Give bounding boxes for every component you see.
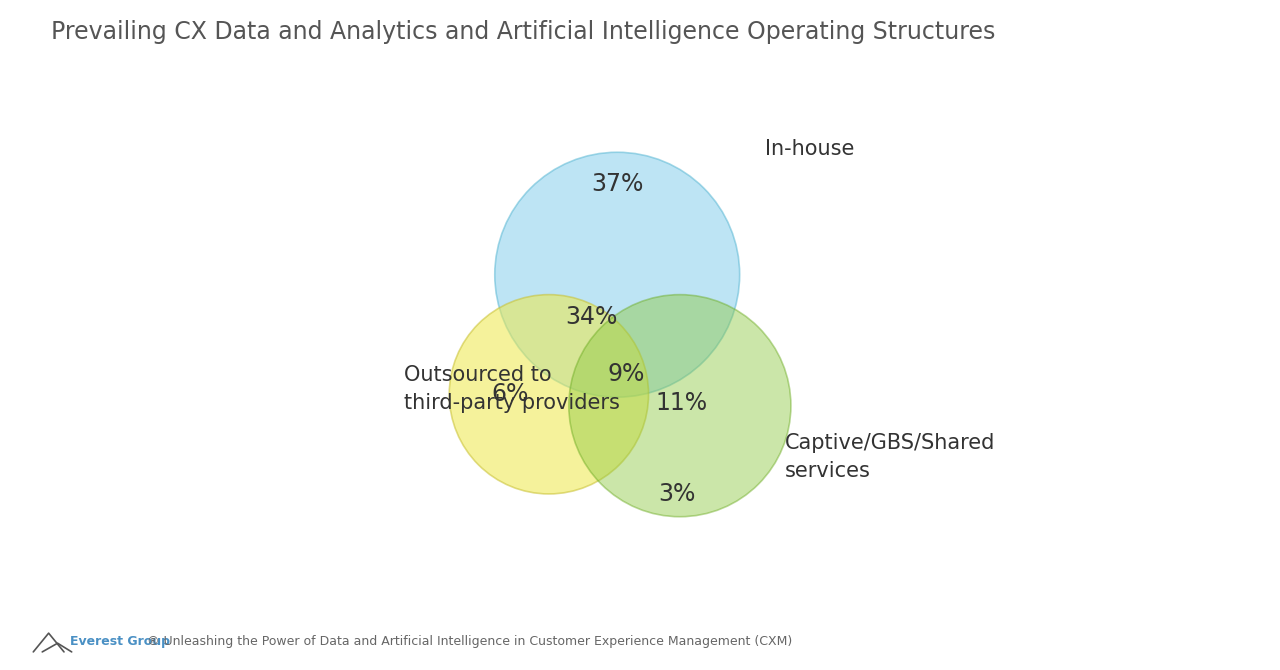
Text: 3%: 3% [658,482,696,506]
Text: 11%: 11% [655,391,707,415]
Text: ® Unleashing the Power of Data and Artificial Intelligence in Customer Experienc: ® Unleashing the Power of Data and Artif… [147,635,792,649]
Circle shape [495,152,740,397]
Text: In-house: In-house [765,139,855,159]
Text: 34%: 34% [566,306,618,330]
Text: Outsourced to
third-party providers: Outsourced to third-party providers [403,364,620,413]
Text: Prevailing CX Data and Analytics and Artificial Intelligence Operating Structure: Prevailing CX Data and Analytics and Art… [51,20,996,44]
Text: 37%: 37% [591,172,644,196]
Text: Captive/GBS/Shared
services: Captive/GBS/Shared services [785,433,996,481]
Text: 9%: 9% [607,362,644,387]
Circle shape [449,295,649,494]
Circle shape [568,295,791,517]
Text: Everest Group: Everest Group [70,635,170,649]
Text: 6%: 6% [492,383,529,406]
